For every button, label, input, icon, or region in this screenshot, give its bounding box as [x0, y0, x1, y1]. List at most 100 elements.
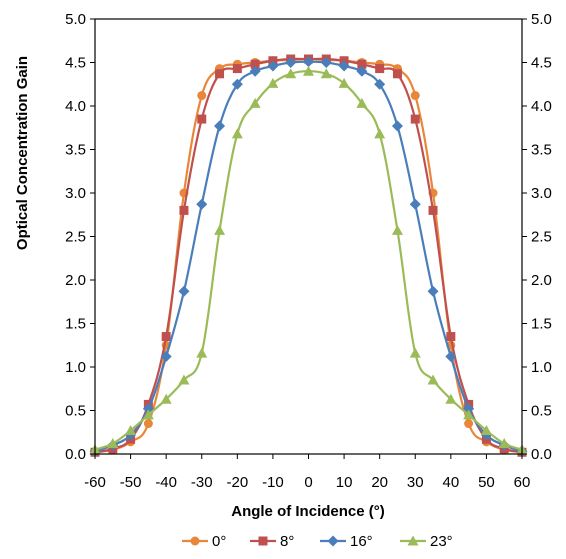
y-tick-label-right: 0.0: [531, 446, 552, 463]
y-tick-label: 3.0: [65, 185, 86, 202]
data-point: [391, 120, 403, 132]
legend-item: 0°: [182, 533, 226, 550]
data-point: [250, 59, 260, 69]
y-tick-label: 1.0: [65, 359, 86, 376]
data-point: [375, 64, 385, 74]
y-tick-label: 0.0: [65, 446, 86, 463]
x-tick-label: -20: [226, 474, 248, 491]
x-tick-label: -30: [191, 474, 213, 491]
data-point: [160, 351, 172, 363]
x-tick-label: 60: [514, 474, 531, 491]
series-0: [90, 54, 527, 457]
data-point: [374, 128, 386, 139]
data-point: [232, 64, 242, 74]
x-tick-label: -50: [120, 474, 142, 491]
series-line: [94, 60, 523, 453]
y-tick-label-right: 5.0: [531, 11, 552, 28]
data-point: [409, 347, 421, 358]
data-point: [391, 224, 403, 235]
legend-label: 0°: [212, 533, 226, 550]
legend-label: 8°: [280, 533, 294, 550]
legend: 0° 8° 16° 23°: [182, 533, 453, 550]
data-point: [463, 409, 475, 420]
y-tick-label: 4.5: [65, 55, 86, 72]
data-point: [410, 114, 420, 124]
data-point: [427, 374, 439, 385]
legend-label: 16°: [350, 533, 373, 550]
data-point: [178, 285, 190, 297]
y-tick-label: 4.0: [65, 98, 86, 115]
y-tick-label-right: 2.0: [531, 272, 552, 289]
data-point: [320, 57, 332, 68]
data-point: [249, 65, 261, 77]
x-tick-label: -60: [84, 474, 106, 491]
data-point: [267, 60, 279, 72]
data-point: [142, 409, 154, 420]
data-point: [303, 65, 314, 76]
y-axis-title: Optical Concentration Gain: [14, 56, 31, 250]
data-point: [285, 68, 297, 79]
axes-layer: 0.0 0.5 1.0 1.5 2.0 2.5 3.0 3.5 4.0 4.5 5.0 0.0 0.5 1…: [65, 11, 552, 491]
data-point: [445, 393, 457, 404]
data-point: [410, 91, 420, 101]
data-point: [428, 205, 438, 215]
data-point: [356, 97, 368, 108]
data-point: [374, 78, 386, 90]
data-point: [357, 59, 367, 69]
data-point: [409, 198, 421, 210]
data-point: [464, 419, 474, 429]
data-point: [161, 332, 171, 342]
data-point: [160, 393, 172, 404]
data-point: [125, 425, 137, 436]
data-point: [143, 419, 153, 429]
series-layer: [89, 54, 528, 457]
data-point: [445, 351, 457, 363]
data-point: [107, 438, 119, 449]
data-point: [392, 69, 402, 79]
y-tick-label-right: 0.5: [531, 403, 552, 420]
y-tick-label-right: 1.0: [531, 359, 552, 376]
data-point: [338, 77, 350, 88]
legend-marker: [190, 536, 200, 546]
y-tick-label-right: 3.5: [531, 142, 552, 159]
data-point: [196, 198, 208, 210]
data-point: [267, 77, 279, 88]
y-tick-label: 1.5: [65, 316, 86, 333]
series-line: [94, 57, 523, 454]
data-point: [427, 285, 439, 297]
y-tick-label: 2.0: [65, 272, 86, 289]
data-point: [214, 224, 226, 235]
y-tick-label: 5.0: [65, 11, 86, 28]
x-tick-label: 50: [478, 474, 495, 491]
x-tick-label: 0: [304, 474, 312, 491]
data-point: [214, 120, 226, 132]
data-point: [249, 97, 261, 108]
data-point: [197, 114, 207, 124]
data-point: [231, 78, 243, 90]
x-tick-label: 40: [442, 474, 459, 491]
data-point: [196, 347, 208, 358]
y-tick-label-right: 2.5: [531, 229, 552, 246]
legend-label: 23°: [430, 533, 453, 550]
legend-item: 23°: [400, 533, 453, 550]
y-tick-label: 2.5: [65, 229, 86, 246]
legend-item: 8°: [250, 533, 294, 550]
x-axis-title: Angle of Incidence (°): [231, 503, 385, 520]
legend-marker: [407, 535, 419, 546]
x-tick-label: -10: [262, 474, 284, 491]
x-tick-label: -40: [155, 474, 177, 491]
x-tick-label: 20: [371, 474, 388, 491]
data-point: [179, 205, 189, 215]
data-point: [231, 128, 243, 139]
y-tick-label: 3.5: [65, 142, 86, 159]
x-tick-label: 30: [407, 474, 424, 491]
y-tick-label: 0.5: [65, 403, 86, 420]
legend-marker: [327, 535, 339, 547]
data-point: [446, 332, 456, 342]
data-point: [197, 91, 207, 101]
data-point: [356, 65, 368, 77]
y-tick-label-right: 1.5: [531, 316, 552, 333]
legend-marker: [258, 536, 268, 546]
y-tick-label-right: 4.0: [531, 98, 552, 115]
